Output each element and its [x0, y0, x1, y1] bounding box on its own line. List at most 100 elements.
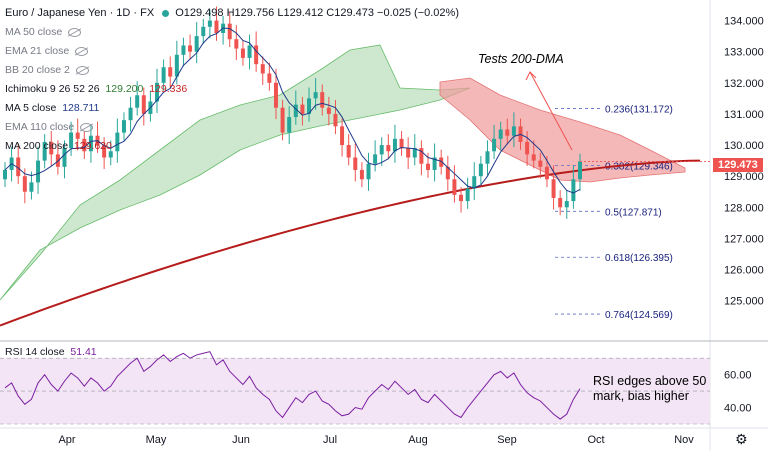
candle-body [174, 54, 179, 77]
candle-body [287, 117, 292, 133]
candle-body [300, 104, 305, 114]
fib-level-label: 0.236(131.172) [605, 105, 673, 116]
candle-body [432, 157, 437, 170]
candle-body [492, 138, 497, 152]
candle-body [531, 154, 536, 161]
legend-label: EMA 21 close [5, 45, 70, 57]
eye-hidden-icon[interactable] [68, 27, 82, 37]
y-tick-label: 130.000 [724, 140, 764, 152]
candle-body [240, 48, 245, 58]
fib-level-label: 0.5(127.871) [605, 207, 662, 218]
candle-body [544, 166, 549, 180]
legend-label: MA 50 close [5, 26, 63, 38]
legend-ma200[interactable]: MA 200 close 129.620 [5, 140, 112, 152]
legend-ma50[interactable]: MA 50 close [5, 26, 82, 38]
candle-body [260, 64, 265, 74]
candle-body [29, 182, 34, 192]
gear-icon[interactable]: ⚙ [735, 431, 748, 447]
candle-body [188, 45, 193, 52]
x-tick-label: Apr [58, 434, 75, 446]
ichimoku-value-a: 129.200 [105, 83, 144, 95]
ma200-line [0, 159, 701, 327]
legend-label: BB 20 close 2 [5, 64, 70, 76]
candle-body [267, 73, 272, 83]
candle-body [379, 145, 384, 155]
candle-body [247, 45, 252, 58]
candle-body [478, 163, 483, 177]
y-tick-label: 125.000 [724, 296, 764, 308]
candle-body [273, 82, 278, 108]
y-tick-label: 128.000 [724, 202, 764, 214]
candle-body [181, 45, 186, 55]
candle-body [425, 163, 430, 170]
annotation-arrow [529, 71, 573, 151]
candle-body [234, 39, 239, 49]
candle-body [353, 157, 358, 170]
eye-hidden-icon[interactable] [75, 65, 89, 75]
ma200-value: 129.620 [73, 140, 112, 152]
candle-body [373, 154, 378, 164]
legend-label: RSI 14 close [5, 346, 65, 358]
arrow-head-icon [525, 71, 537, 81]
x-tick-label: Nov [674, 434, 694, 446]
x-tick-label: Jun [232, 434, 250, 446]
fib-level-label: 0.764(124.569) [605, 310, 673, 321]
candle-body [333, 113, 338, 127]
candle-body [227, 23, 232, 40]
legend-label: EMA 110 close [5, 121, 75, 133]
candle-body [313, 92, 318, 99]
candle-body [280, 107, 285, 133]
legend-label: MA 200 close [5, 140, 69, 152]
x-tick-label: Aug [408, 434, 428, 446]
eye-hidden-icon[interactable] [80, 122, 94, 132]
legend-ema110[interactable]: EMA 110 close [5, 121, 94, 133]
y-tick-label: 126.000 [724, 265, 764, 277]
candle-body [201, 26, 206, 37]
annotation-dma: Tests 200-DMA [478, 52, 564, 66]
legend-ma5[interactable]: MA 5 close 128.711 [5, 102, 99, 114]
candle-body [564, 201, 569, 208]
rsi-tick-label: 60.00 [724, 370, 752, 382]
candle-body [62, 148, 67, 167]
rsi-value: 51.41 [70, 346, 97, 358]
candle-body [293, 104, 298, 118]
candle-body [155, 82, 160, 102]
symbol-title: Euro / Japanese Yen · 1D · FX [5, 7, 155, 19]
y-tick-label: 131.000 [724, 109, 764, 121]
candle-body [3, 169, 7, 180]
symbol-header: Euro / Japanese Yen · 1D · FX O129.498 H1… [5, 7, 459, 19]
candle-body [82, 138, 87, 152]
x-tick-label: Jul [323, 434, 337, 446]
candle-body [36, 160, 41, 183]
legend-bb20[interactable]: BB 20 close 2 [5, 64, 89, 76]
ma5-value: 128.711 [62, 102, 100, 114]
fib-level-label: 0.382(129.346) [605, 161, 673, 172]
candle-body [525, 141, 530, 155]
annotation-rsi-1: RSI edges above 50 [593, 374, 707, 388]
candle-body [42, 141, 47, 161]
candle-body [505, 129, 510, 136]
candle-body [194, 36, 199, 52]
legend-label: MA 5 close [5, 102, 57, 114]
candle-body [102, 145, 107, 158]
ohlc-values: O129.498 H129.756 L129.412 C129.473 −0.0… [175, 7, 459, 19]
candle-body [115, 132, 120, 152]
candle-body [419, 148, 424, 164]
x-tick-label: May [146, 434, 167, 446]
annotation-rsi-2: mark, bias higher [593, 389, 689, 403]
legend-ichimoku[interactable]: Ichimoku 9 26 52 26 129.200 129.336 [5, 83, 187, 95]
eye-hidden-icon[interactable] [75, 46, 89, 56]
candle-body [108, 151, 113, 158]
candle-body [307, 98, 312, 114]
ma5-line [4, 27, 581, 194]
candle-body [452, 179, 457, 195]
candle-body [49, 141, 54, 155]
candle-body [22, 176, 27, 192]
candle-body [538, 160, 543, 167]
candle-body [392, 138, 397, 152]
legend-rsi[interactable]: RSI 14 close 51.41 [5, 346, 97, 358]
y-tick-label: 129.000 [724, 171, 764, 183]
legend-ema21[interactable]: EMA 21 close [5, 45, 89, 57]
rsi-line [4, 351, 581, 420]
